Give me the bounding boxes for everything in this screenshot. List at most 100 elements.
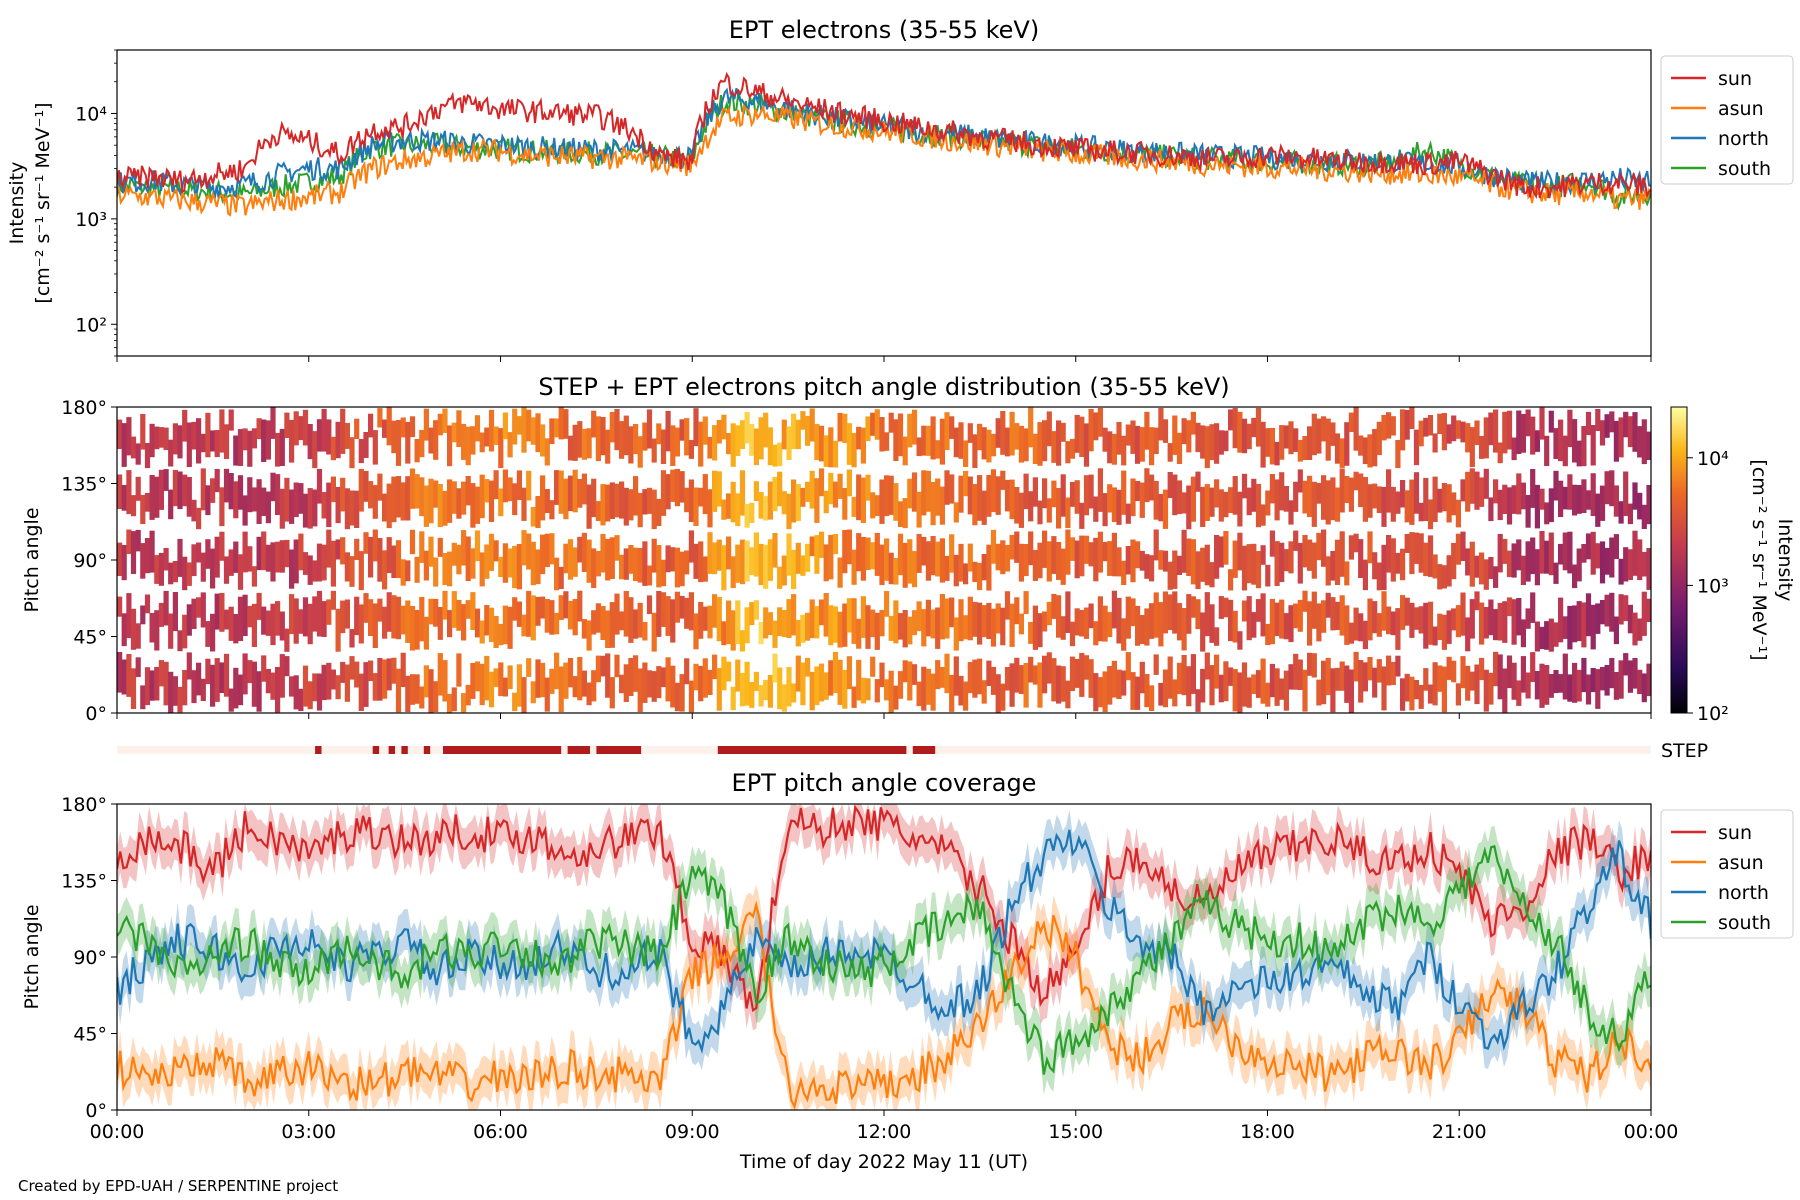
panel1-plot-area	[117, 71, 1651, 217]
heatmap-cell	[177, 471, 183, 510]
heatmap-cell	[1599, 667, 1606, 691]
heatmap-cell	[363, 532, 369, 554]
heatmap-cell	[1334, 601, 1341, 630]
heatmap-cell	[605, 610, 611, 648]
heatmap-cell	[1334, 487, 1341, 522]
heatmap-cell	[609, 412, 615, 443]
heatmap-cell	[251, 603, 257, 647]
heatmap-cell	[870, 656, 876, 677]
heatmap-cell	[1493, 651, 1499, 687]
heatmap-cell	[1316, 482, 1322, 504]
heatmap-cell	[739, 630, 746, 652]
heatmap-cell	[516, 416, 522, 435]
heatmap-cell	[1506, 410, 1513, 450]
heatmap-cell	[809, 470, 815, 509]
heatmap-cell	[414, 474, 420, 509]
heatmap-cell	[1167, 472, 1173, 498]
heatmap-cell	[1520, 414, 1526, 453]
heatmap-cell	[1530, 469, 1536, 508]
heatmap-cell	[1469, 541, 1475, 587]
heatmap-cell	[744, 661, 750, 706]
heatmap-cell	[530, 417, 536, 445]
heatmap-cell	[409, 416, 416, 438]
heatmap-cell	[1009, 603, 1015, 647]
x-tick-label: 18:00	[1240, 1121, 1295, 1143]
heatmap-cell	[856, 659, 862, 701]
heatmap-cell	[693, 487, 699, 526]
heatmap-cell	[1251, 674, 1257, 694]
heatmap-cell	[674, 427, 680, 457]
heatmap-cell	[925, 470, 931, 512]
heatmap-cell	[1451, 608, 1457, 631]
heatmap-cell	[168, 489, 174, 520]
heatmap-cell	[1162, 550, 1169, 572]
heatmap-cell	[832, 606, 839, 643]
heatmap-cell	[1595, 409, 1601, 431]
heatmap-cell	[1214, 627, 1220, 646]
heatmap-cell	[270, 472, 276, 502]
heatmap-cell	[554, 652, 560, 690]
heatmap-cell	[1534, 621, 1540, 652]
heatmap-cell	[800, 411, 806, 430]
heatmap-cell	[860, 537, 866, 581]
heatmap-cell	[1548, 674, 1554, 698]
heatmap-cell	[818, 468, 825, 497]
heatmap-cell	[302, 409, 309, 446]
y-tick-label: 90°	[73, 550, 107, 572]
heatmap-cell	[302, 597, 309, 637]
heatmap-cell	[870, 412, 876, 436]
heatmap-cell	[1595, 543, 1601, 569]
heatmap-cell	[540, 534, 546, 575]
heatmap-cell	[242, 653, 248, 695]
heatmap-cell	[270, 603, 276, 646]
heatmap-cell	[619, 481, 625, 519]
heatmap-cell	[735, 600, 741, 644]
heatmap-cell	[660, 667, 667, 688]
heatmap-cell	[865, 605, 871, 649]
heatmap-cell	[321, 408, 327, 452]
heatmap-cell	[1413, 680, 1420, 700]
heatmap-cell	[1046, 498, 1052, 523]
heatmap-cell	[888, 412, 894, 433]
heatmap-cell	[1288, 664, 1294, 690]
heatmap-cell	[670, 665, 676, 708]
heatmap-cell	[874, 612, 880, 650]
heatmap-cell	[846, 529, 852, 565]
heatmap-cell	[526, 533, 532, 570]
heatmap-cell	[1228, 409, 1234, 431]
step-segment	[567, 746, 590, 754]
heatmap-cell	[1255, 408, 1262, 447]
heatmap-cell	[251, 566, 257, 587]
heatmap-cell	[1613, 485, 1619, 517]
heatmap-cell	[581, 619, 587, 639]
heatmap-cell	[1083, 535, 1090, 564]
heatmap-cell	[619, 554, 625, 580]
heatmap-cell	[814, 478, 820, 523]
heatmap-cell	[1158, 682, 1164, 706]
heatmap-cell	[837, 557, 843, 588]
heatmap-cell	[1400, 548, 1406, 581]
heatmap-cell	[684, 597, 690, 629]
heatmap-cell	[716, 471, 722, 507]
heatmap-cell	[749, 547, 755, 575]
heatmap-cell	[1609, 537, 1615, 578]
heatmap-cell	[182, 614, 188, 649]
heatmap-cell	[665, 657, 671, 702]
heatmap-cell	[1032, 477, 1038, 507]
heatmap-cell	[884, 538, 890, 581]
heatmap-cell	[1502, 538, 1508, 564]
heatmap-cell	[656, 666, 662, 699]
heatmap-cell	[688, 680, 694, 713]
heatmap-cell	[1241, 545, 1248, 591]
heatmap-cell	[1372, 667, 1378, 698]
heatmap-cell	[326, 482, 332, 528]
heatmap-cell	[679, 551, 685, 587]
heatmap-cell	[674, 682, 680, 712]
heatmap-cell	[1483, 417, 1489, 459]
heatmap-cell	[911, 551, 918, 588]
heatmap-cell	[1413, 472, 1420, 514]
heatmap-cell	[1200, 547, 1206, 582]
heatmap-cell	[554, 418, 560, 438]
heatmap-cell	[1488, 412, 1494, 446]
